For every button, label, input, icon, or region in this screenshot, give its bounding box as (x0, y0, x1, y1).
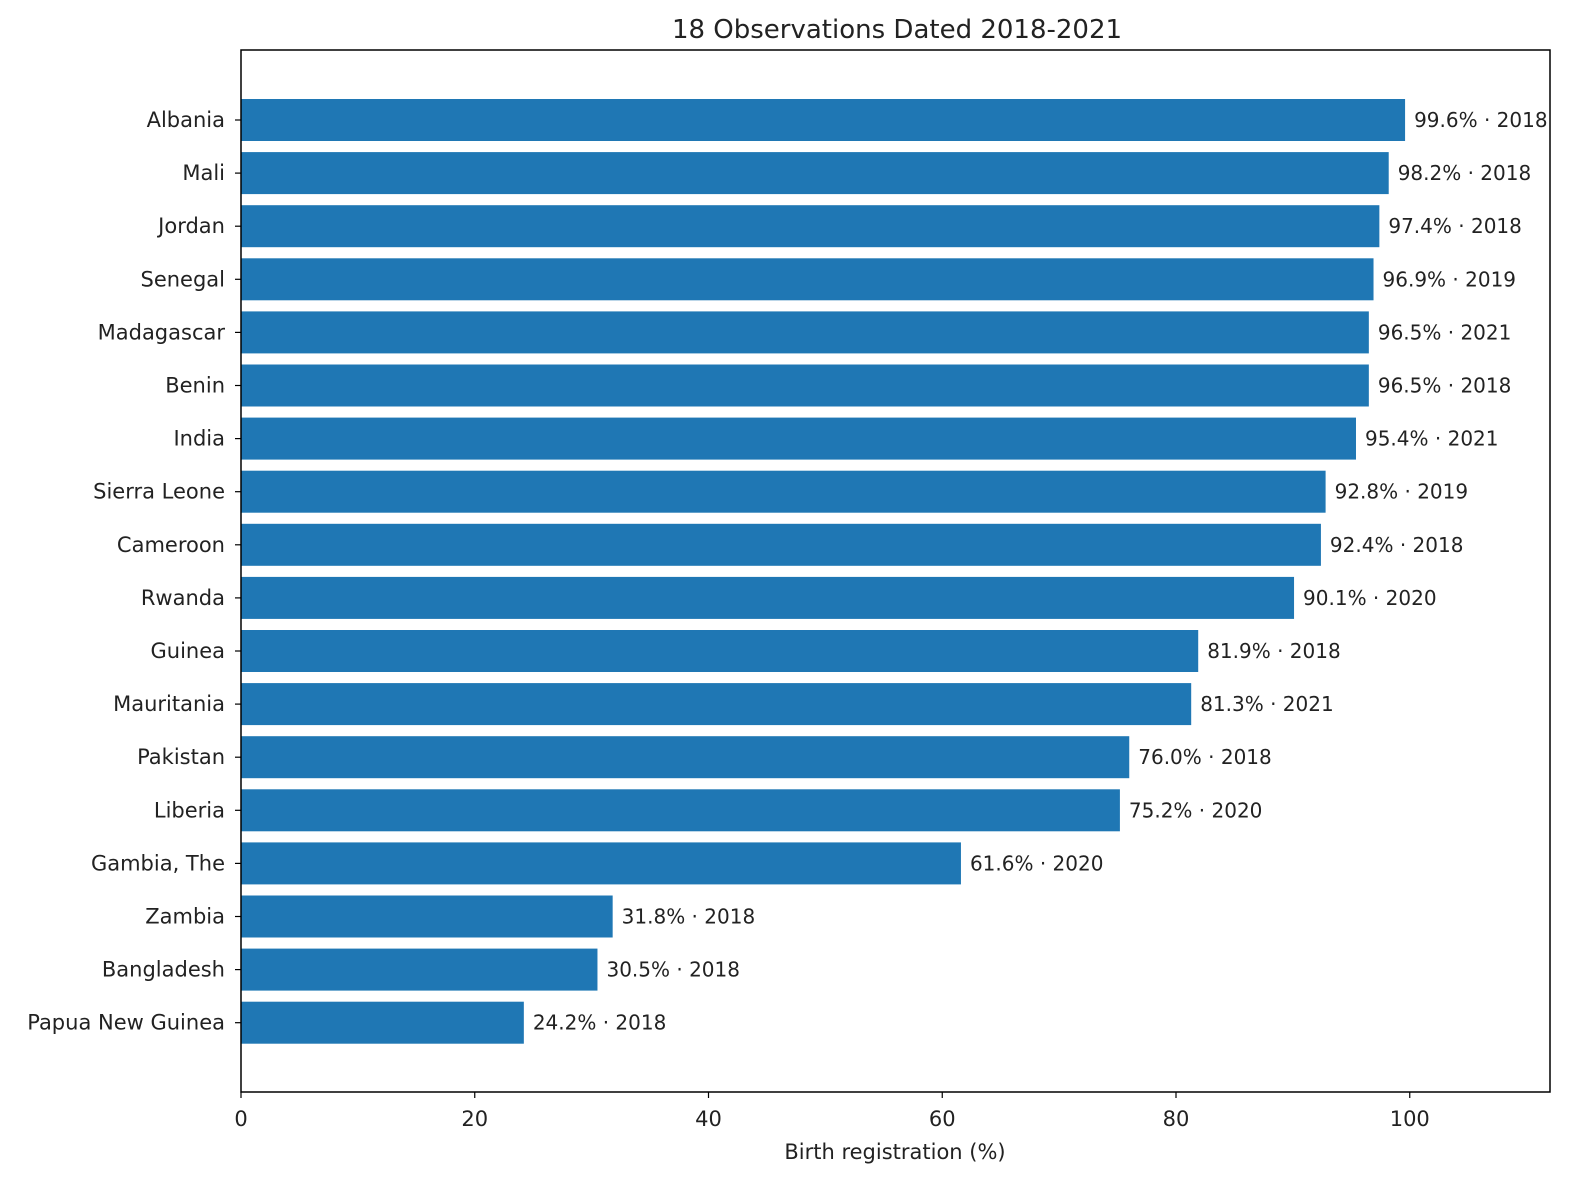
bar (241, 523, 1321, 566)
category-label: Mali (182, 161, 225, 185)
bar (241, 311, 1369, 354)
bar (241, 99, 1406, 141)
bar (241, 842, 961, 885)
bars-group (241, 99, 1406, 1044)
data-label: 75.2% · 2020 (1129, 798, 1263, 822)
x-tick-label: 20 (461, 1107, 488, 1131)
data-label: 98.2% · 2018 (1398, 161, 1532, 185)
data-label: 96.5% · 2018 (1378, 374, 1512, 398)
data-label: 31.8% · 2018 (622, 905, 756, 929)
x-tick-label: 60 (929, 1107, 956, 1131)
category-label: Rwanda (141, 586, 225, 610)
x-tick-label: 100 (1390, 1107, 1430, 1131)
data-label: 30.5% · 2018 (606, 958, 740, 982)
bar (241, 417, 1356, 460)
category-label: India (173, 427, 225, 451)
bar (241, 630, 1199, 672)
data-label: 81.9% · 2018 (1207, 639, 1341, 663)
bar (241, 736, 1130, 779)
data-label: 92.8% · 2019 (1335, 480, 1469, 504)
category-label: Pakistan (137, 745, 225, 769)
bar (241, 364, 1369, 407)
data-label: 92.4% · 2018 (1330, 533, 1464, 557)
x-axis: 0 20 40 60 80 100 (234, 1092, 1430, 1131)
bar (241, 789, 1120, 832)
category-label: Madagascar (98, 320, 226, 344)
data-label: 95.4% · 2021 (1365, 427, 1499, 451)
category-label: Gambia, The (91, 851, 225, 875)
data-label: 76.0% · 2018 (1138, 745, 1272, 769)
x-tick-label: 0 (234, 1107, 247, 1131)
plot-frame (240, 49, 1551, 1093)
bar (241, 205, 1380, 248)
bar (241, 895, 613, 938)
bar (241, 1001, 524, 1044)
category-label: Senegal (140, 267, 225, 291)
data-label: 97.4% · 2018 (1388, 214, 1522, 238)
bar (241, 576, 1295, 619)
data-label: 96.9% · 2019 (1383, 267, 1517, 291)
chart-title: 18 Observations Dated 2018-2021 (672, 15, 1122, 45)
data-label: 96.5% · 2021 (1378, 320, 1512, 344)
bar (241, 470, 1326, 513)
bar (241, 152, 1389, 195)
category-label: Benin (165, 374, 225, 398)
x-tick-label: 80 (1163, 1107, 1190, 1131)
category-label: Liberia (154, 798, 225, 822)
x-tick-label: 40 (695, 1107, 722, 1131)
data-label: 24.2% · 2018 (533, 1011, 667, 1035)
bar (241, 258, 1374, 301)
category-label: Cameroon (117, 533, 225, 557)
category-label: Zambia (145, 905, 225, 929)
bar (241, 948, 598, 991)
data-label: 90.1% · 2020 (1303, 586, 1437, 610)
category-label: Albania (147, 108, 225, 132)
category-label: Bangladesh (102, 958, 225, 982)
data-label: 81.3% · 2021 (1200, 692, 1334, 716)
category-label: Jordan (156, 214, 225, 238)
category-label: Sierra Leone (93, 480, 225, 504)
category-label: Papua New Guinea (27, 1011, 225, 1035)
data-label: 61.6% · 2020 (970, 851, 1104, 875)
x-axis-label: Birth registration (%) (784, 1140, 1005, 1164)
category-label: Guinea (150, 639, 225, 663)
category-labels: Albania Mali Jordan Senegal Madagascar Benin I… (27, 108, 241, 1035)
data-label: 99.6% · 2018 (1414, 108, 1548, 132)
bar (241, 683, 1192, 726)
category-label: Mauritania (113, 692, 225, 716)
data-labels: 99.6% · 2018 98.2% · 2018 97.4% · 2018 96.9… (533, 108, 1548, 1035)
